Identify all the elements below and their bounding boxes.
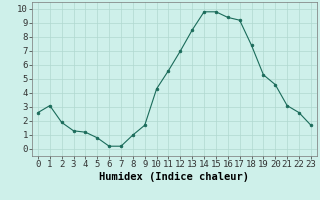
X-axis label: Humidex (Indice chaleur): Humidex (Indice chaleur) <box>100 172 249 182</box>
